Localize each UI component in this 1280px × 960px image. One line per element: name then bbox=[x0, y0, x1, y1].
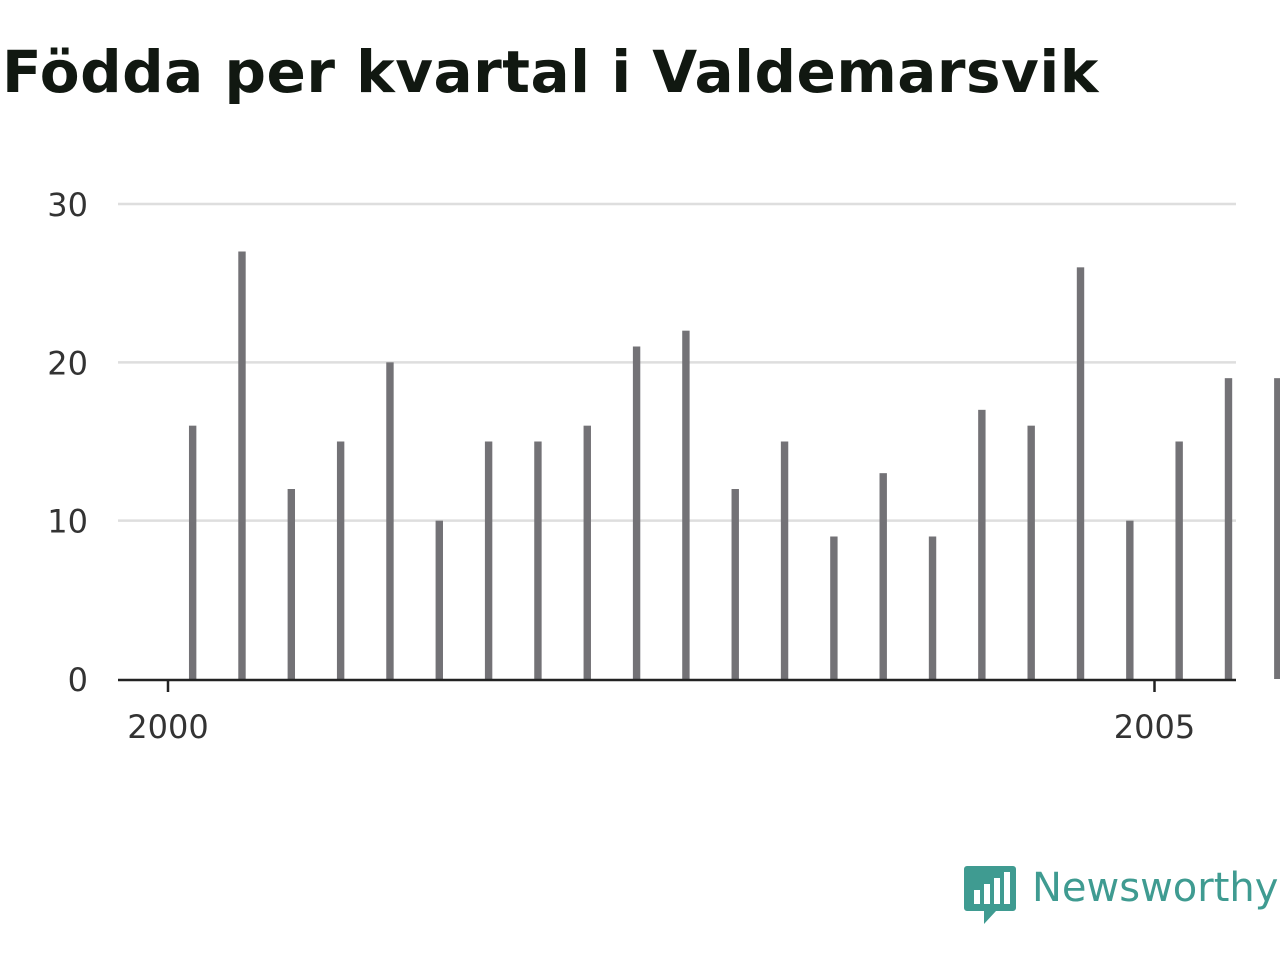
bar bbox=[731, 489, 739, 679]
brand-logo-block: Newsworthy bbox=[964, 864, 1278, 926]
y-tick-label: 10 bbox=[47, 503, 88, 541]
bar bbox=[928, 536, 937, 679]
chart-title: Födda per kvartal i Valdemarsvik bbox=[2, 38, 1099, 106]
bar bbox=[830, 536, 838, 679]
bar bbox=[435, 520, 443, 679]
x-tick-label: 2000 bbox=[127, 708, 208, 746]
bar bbox=[1027, 425, 1035, 679]
bars bbox=[188, 251, 1280, 679]
x-axis-ticks: 200020052010201520202025 bbox=[127, 680, 1195, 746]
y-tick-label: 20 bbox=[47, 344, 88, 382]
bar bbox=[1274, 378, 1280, 679]
bar bbox=[188, 425, 197, 679]
bar bbox=[534, 441, 542, 679]
x-tick-label: 2005 bbox=[1114, 708, 1195, 746]
bar bbox=[1224, 378, 1233, 679]
gridlines bbox=[118, 202, 1236, 522]
bar bbox=[287, 489, 296, 679]
bar bbox=[780, 441, 789, 679]
bar bbox=[632, 346, 641, 679]
bar bbox=[336, 441, 345, 679]
y-axis-ticks: 0 10 20 30 bbox=[47, 186, 88, 699]
bar bbox=[238, 251, 246, 679]
bar bbox=[386, 362, 394, 679]
bar bbox=[1126, 520, 1134, 679]
bar bbox=[1175, 441, 1183, 679]
bar bbox=[583, 425, 591, 679]
bar bbox=[484, 441, 493, 679]
newsworthy-logo-icon bbox=[964, 866, 1016, 924]
bar bbox=[978, 409, 986, 679]
brand-name: Newsworthy bbox=[1032, 865, 1279, 911]
bar bbox=[879, 473, 887, 679]
bar bbox=[1076, 267, 1085, 679]
y-tick-label: 0 bbox=[68, 661, 88, 699]
bar bbox=[682, 330, 690, 679]
y-tick-label: 30 bbox=[47, 186, 88, 224]
